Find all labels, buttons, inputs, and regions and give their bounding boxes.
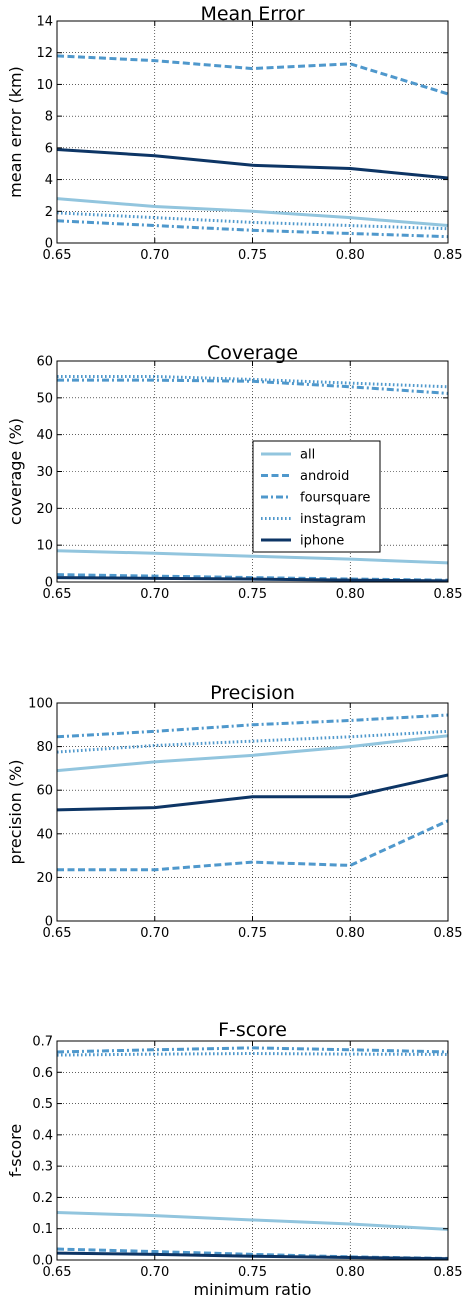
- y-tick-label: 20: [36, 871, 53, 886]
- series-line-instagram: [57, 729, 448, 754]
- series-group: [57, 54, 448, 239]
- y-tick-label: 40: [36, 428, 53, 443]
- series-line-instagram: [57, 1052, 448, 1057]
- legend-box: [252, 440, 381, 553]
- series-line-all: [57, 549, 448, 565]
- y-axis-label: mean error (km): [6, 66, 25, 198]
- x-tick-label: 0.65: [43, 587, 72, 602]
- legend: all android foursquare instagram iphone: [252, 440, 381, 553]
- series-group: [57, 374, 448, 582]
- y-axis-label: precision (%): [6, 760, 25, 865]
- y-tick-label: 40: [36, 827, 53, 842]
- x-tick-label: 0.65: [43, 1265, 72, 1280]
- y-tick-label: 2: [45, 205, 53, 220]
- x-tick-label: 0.70: [140, 587, 169, 602]
- chart-title: Precision: [210, 682, 295, 704]
- x-tick-label: 0.75: [238, 587, 267, 602]
- x-tick-label: 0.75: [238, 1265, 267, 1280]
- chart-title: F-score: [218, 1019, 287, 1041]
- legend-label-android: android: [300, 469, 349, 484]
- series-line-foursquare: [57, 1046, 448, 1054]
- y-tick-label: 60: [36, 355, 53, 370]
- series-line-android: [57, 819, 448, 872]
- y-tick-label: 12: [36, 46, 53, 61]
- y-tick-label: 10: [36, 539, 53, 554]
- x-tick-label: 0.70: [140, 248, 169, 263]
- series-line-iphone: [57, 773, 448, 812]
- y-tick-label: 80: [36, 740, 53, 755]
- y-tick-label: 0.2: [32, 1191, 53, 1206]
- y-tick-label: 30: [36, 465, 53, 480]
- x-tick-label: 0.85: [434, 248, 463, 263]
- series-line-foursquare: [57, 219, 448, 239]
- y-tick-label: 20: [36, 502, 53, 517]
- series-line-android: [57, 54, 448, 96]
- series-line-foursquare: [57, 378, 448, 395]
- y-axis-label: f-score: [6, 1124, 25, 1178]
- legend-label-instagram: instagram: [300, 512, 366, 527]
- y-tick-label: 14: [36, 15, 53, 30]
- legend-label-foursquare: foursquare: [300, 491, 370, 506]
- x-tick-label: 0.80: [336, 926, 365, 941]
- series-line-all: [57, 734, 448, 773]
- chart-title: Coverage: [207, 342, 298, 364]
- chart-panel-4: 0.0 0.1 0.2 0.3 0.4 0.5 0.6 0.7 0.65 0.70 0.75 0.80…: [6, 1019, 462, 1298]
- x-tick-label: 0.85: [434, 1265, 463, 1280]
- y-tick-label: 6: [45, 141, 53, 156]
- chart-title: Mean Error: [200, 3, 304, 25]
- y-tick-label: 0.5: [32, 1097, 53, 1112]
- y-tick-label: 0.1: [32, 1222, 53, 1237]
- x-tick-label: 0.75: [238, 926, 267, 941]
- legend-label-all: all: [300, 448, 315, 463]
- series-line-foursquare: [57, 713, 448, 739]
- y-tick-label: 0: [45, 237, 53, 252]
- x-tick-label: 0.70: [140, 926, 169, 941]
- series-group: [57, 713, 448, 872]
- series-line-instagram: [57, 374, 448, 389]
- y-tick-label: 0.7: [32, 1035, 53, 1050]
- y-tick-label: 100: [28, 697, 53, 712]
- x-tick-label: 0.65: [43, 926, 72, 941]
- y-tick-label: 0.6: [32, 1066, 53, 1081]
- y-tick-label: 50: [36, 391, 53, 406]
- x-tick-label: 0.80: [336, 587, 365, 602]
- y-tick-label: 0: [45, 915, 53, 930]
- y-axis-label: coverage (%): [6, 418, 25, 525]
- x-tick-label: 0.65: [43, 248, 72, 263]
- x-tick-label: 0.80: [336, 1265, 365, 1280]
- x-axis-label: minimum ratio: [194, 1280, 312, 1298]
- legend-label-iphone: iphone: [300, 534, 344, 549]
- y-tick-label: 0.3: [32, 1160, 53, 1175]
- chart-panel-2: 0 10 20 30 40 50 60 0.65 0.70 0.75 0.80 0.85 Coverag…: [6, 342, 462, 602]
- series-line-iphone: [57, 147, 448, 180]
- series-line-all: [57, 1210, 448, 1231]
- y-tick-label: 60: [36, 784, 53, 799]
- series-line-all: [57, 197, 448, 228]
- y-tick-label: 8: [45, 110, 53, 125]
- chart-panel-3: 0 20 40 60 80 100 0.65 0.70 0.75 0.80 0.85 Precisio…: [6, 682, 462, 941]
- x-tick-label: 0.80: [336, 248, 365, 263]
- y-tick-label: 10: [36, 78, 53, 93]
- y-tick-label: 0.0: [32, 1254, 53, 1269]
- chart-panel-1: 0 2 4 6 8 10 12 14 0.65 0.70 0.75 0.80 0.85 Mean Erro…: [6, 3, 462, 263]
- x-tick-label: 0.85: [434, 926, 463, 941]
- x-tick-label: 0.85: [434, 587, 463, 602]
- x-tick-label: 0.70: [140, 1265, 169, 1280]
- y-tick-label: 4: [45, 173, 53, 188]
- y-tick-label: 0.4: [32, 1128, 53, 1143]
- y-tick-label: 0: [45, 576, 53, 591]
- series-line-instagram: [57, 211, 448, 231]
- x-tick-label: 0.75: [238, 248, 267, 263]
